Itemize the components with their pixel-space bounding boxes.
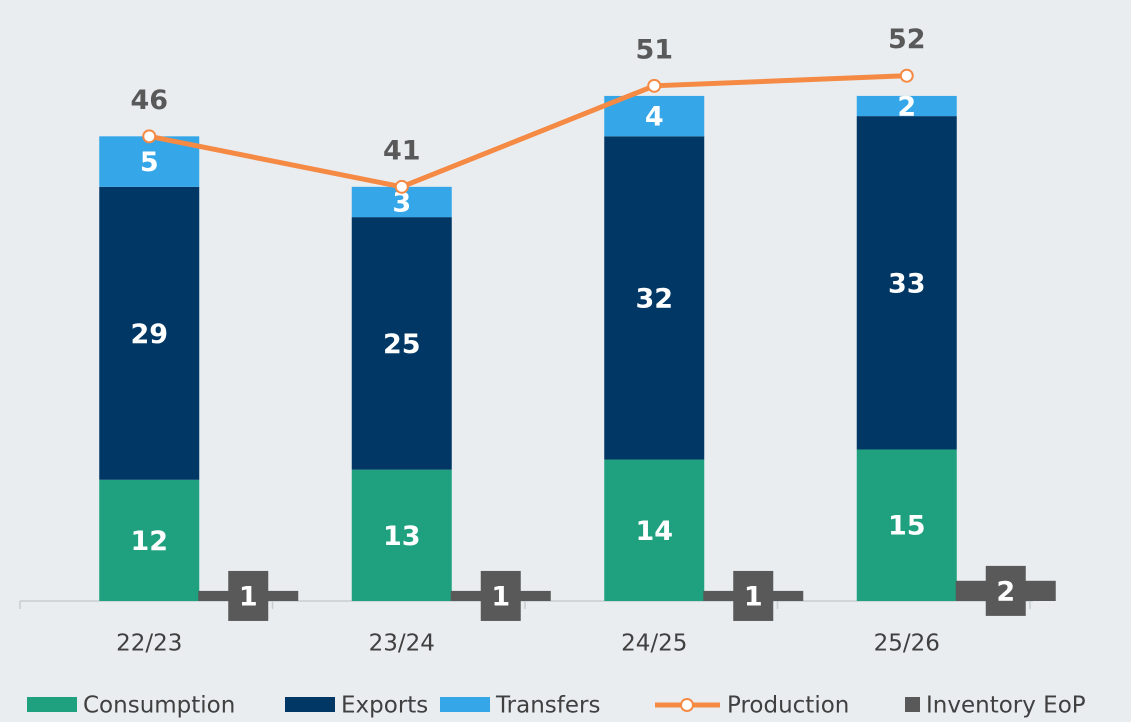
bar-segment [604, 95, 705, 137]
label-box [985, 565, 1026, 616]
data-label: 1 [491, 581, 510, 612]
point [899, 68, 914, 83]
legend-swatch [680, 698, 694, 712]
data-label: 32 [635, 283, 673, 314]
bar-segment [604, 459, 705, 601]
x-tick-label: 23/24 [369, 631, 435, 657]
point [142, 129, 157, 144]
data-label: 25 [383, 329, 421, 360]
data-label: 4 [645, 102, 664, 133]
label-box [228, 570, 269, 621]
x-tick-label: 24/25 [621, 631, 687, 657]
legend-label: Inventory EoP [926, 693, 1086, 719]
line [148, 73, 907, 190]
data-label: 51 [635, 34, 673, 65]
legend-swatch [285, 697, 335, 712]
legend-label: Consumption [83, 693, 235, 719]
data-label: 33 [888, 268, 926, 299]
bar-segment [856, 116, 957, 450]
point [394, 179, 409, 194]
legend-swatch [440, 697, 490, 712]
label-box [733, 570, 774, 621]
data-label: 1 [744, 581, 763, 612]
data-label: 29 [130, 319, 168, 350]
data-label: 12 [130, 526, 168, 557]
bar-segment [856, 449, 957, 601]
legend-swatch [905, 697, 920, 712]
data-label: 14 [635, 516, 673, 547]
x-tick-label: 22/23 [116, 631, 182, 657]
data-label: 46 [130, 85, 168, 116]
data-label: 41 [383, 135, 421, 166]
data-label: 2 [996, 576, 1015, 607]
data-label: 5 [140, 147, 159, 178]
bar-segment [351, 469, 452, 601]
bar-segment [856, 95, 957, 117]
legend-swatch [27, 697, 77, 712]
data-label: 52 [888, 24, 926, 55]
legend-label: Production [727, 693, 849, 719]
bar-segment [604, 136, 705, 460]
bar-segment [99, 186, 200, 480]
legend-label: Exports [341, 693, 428, 719]
point [647, 78, 662, 93]
legend-label: Transfers [495, 693, 600, 719]
label-box [480, 570, 521, 621]
bar-segment [99, 479, 200, 601]
bar-segment [351, 217, 452, 470]
x-tick-label: 25/26 [874, 631, 940, 657]
data-label: 15 [888, 511, 926, 542]
data-label: 13 [383, 521, 421, 552]
data-label: 1 [239, 581, 258, 612]
data-label: 3 [392, 187, 411, 218]
data-label: 2 [897, 92, 916, 123]
